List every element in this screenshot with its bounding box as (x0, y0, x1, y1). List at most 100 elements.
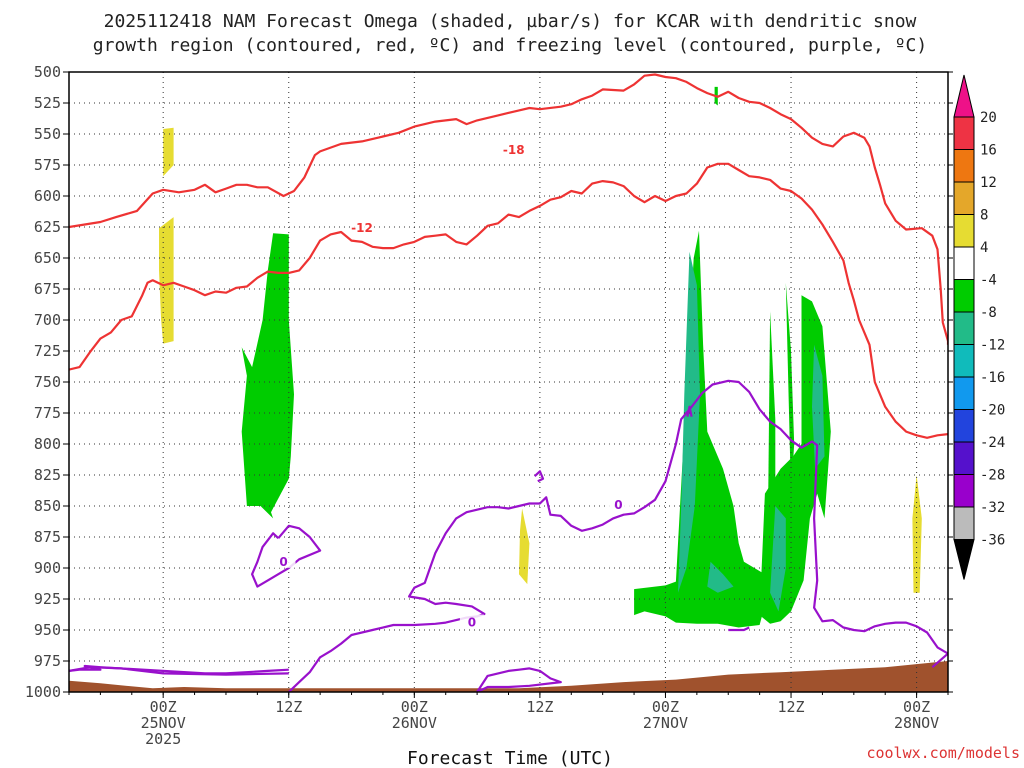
colorbar-box-2 (953, 181, 975, 215)
credit-text: coolwx.com/models (866, 744, 1020, 762)
y-tick-label-11: 775 (34, 404, 61, 422)
contour-line-7 (686, 405, 693, 417)
y-tick-label-1: 525 (34, 94, 61, 112)
colorbar-label-13: -36 (980, 533, 1005, 549)
chart-title-line1: 2025112418 NAM Forecast Omega (shaded, µ… (104, 11, 917, 32)
contour-line-8 (728, 626, 750, 632)
x-tick-label-0-1: 25NOV (141, 714, 186, 732)
colorbar-label-9: -20 (980, 403, 1005, 419)
terrain-fill (69, 661, 948, 692)
y-tick-label-7: 675 (34, 280, 61, 298)
colorbar-label-12: -32 (980, 500, 1005, 516)
omega-region-13 (912, 475, 922, 593)
colorbar-label-6: -8 (980, 305, 997, 321)
contour-label-2: 0 (614, 498, 622, 512)
x-axis-label: Forecast Time (UTC) (407, 748, 613, 768)
y-tick-label-14: 850 (34, 497, 61, 515)
x-tick-label-6-0: 00Z (903, 698, 930, 716)
y-tick-label-15: 875 (34, 528, 61, 546)
contour-label-5: 0 (468, 616, 476, 630)
colorbar-box-5 (953, 279, 975, 313)
x-tick-label-4-1: 27NOV (643, 714, 688, 732)
colorbar-label-8: -16 (980, 370, 1005, 386)
x-tick-label-2-0: 00Z (401, 698, 428, 716)
colorbar: 20 16 12 8 4 -4 -8 -12 -16 -20 -24 -28 -32 -36 (953, 74, 1005, 580)
x-tick-label-6-1: 28NOV (894, 714, 939, 732)
y-tick-label-10: 750 (34, 373, 61, 391)
contour-label-bg-1 (350, 220, 374, 235)
colorbar-box-9 (953, 409, 975, 443)
colorbar-label-11: -28 (980, 468, 1005, 484)
x-tick-label-5-0: 12Z (777, 698, 804, 716)
omega-region-0 (163, 127, 174, 177)
y-tick-label-3: 575 (34, 156, 61, 174)
omega-region-3 (519, 508, 530, 585)
colorbar-label-4: 4 (980, 240, 988, 256)
omega-region-2 (241, 233, 294, 519)
y-tick-label-16: 900 (34, 559, 61, 577)
y-tick-label-0: 500 (34, 63, 61, 81)
contour-line-3 (69, 666, 289, 676)
colorbar-label-0: 20 (980, 110, 997, 126)
omega-region-10 (707, 561, 734, 593)
contour-label-bg-0 (501, 142, 526, 157)
contour-label-bg-4 (271, 553, 296, 568)
y-tick-label-2: 550 (34, 125, 61, 143)
contour-line-1 (69, 162, 948, 439)
y-tick-label-20: 1000 (25, 683, 61, 701)
contour-line-5 (288, 379, 948, 692)
y-tick-label-17: 925 (34, 590, 61, 608)
contour-line-9 (476, 667, 562, 692)
colorbar-label-1: 16 (980, 143, 997, 159)
plot-area: -18 -12 0 0 0 500 525 550 575 600 625 650 675 700 725 7… (25, 63, 953, 748)
colorbar-bottom-arrow (953, 539, 975, 580)
x-tick-label-3-0: 12Z (526, 698, 553, 716)
x-tick-label-4-0: 00Z (652, 698, 679, 716)
y-tick-label-4: 600 (34, 187, 61, 205)
omega-region-4 (634, 230, 765, 628)
y-tick-label-6: 650 (34, 249, 61, 267)
contour-label-1: -12 (351, 221, 373, 235)
contour-line-6 (533, 470, 545, 483)
colorbar-label-10: -24 (980, 435, 1005, 451)
contour-label-0: -18 (503, 143, 525, 157)
plot-inner: -18 -12 0 0 0 (69, 72, 948, 692)
colorbar-box-10 (953, 441, 975, 475)
x-tick-label-2-1: 26NOV (392, 714, 437, 732)
omega-region-11 (770, 506, 786, 612)
omega-region-12 (812, 344, 825, 469)
chart-title-line2: growth region (contoured, red, ºC) and f… (93, 35, 927, 56)
y-tick-label-8: 700 (34, 311, 61, 329)
colorbar-box-1 (953, 149, 975, 183)
colorbar-box-11 (953, 474, 975, 508)
y-tick-label-18: 950 (34, 621, 61, 639)
y-tick-label-5: 625 (34, 218, 61, 236)
colorbar-top-arrow (953, 74, 975, 118)
y-tick-label-12: 800 (34, 435, 61, 453)
colorbar-label-7: -12 (980, 338, 1005, 354)
omega-region-6 (768, 311, 776, 519)
x-tick-label-1-0: 12Z (275, 698, 302, 716)
colorbar-label-2: 12 (980, 175, 997, 191)
omega-region-9 (678, 251, 700, 593)
colorbar-label-3: 8 (980, 208, 988, 224)
colorbar-box-6 (953, 311, 975, 345)
colorbar-box-12 (953, 506, 975, 540)
contour-label-bg-5 (459, 614, 484, 629)
colorbar-box-7 (953, 344, 975, 378)
colorbar-box-0 (953, 116, 975, 150)
contour-line-4 (251, 524, 322, 588)
y-tick-label-13: 825 (34, 466, 61, 484)
y-tick-label-19: 975 (34, 652, 61, 670)
contour-label-4: 0 (279, 555, 287, 569)
colorbar-box-4 (953, 246, 975, 280)
contour-line-0 (69, 73, 948, 345)
colorbar-box-3 (953, 214, 975, 248)
omega-region-1 (159, 217, 174, 344)
contour-label-bg-2 (606, 496, 631, 511)
x-tick-label-0-0: 00Z (150, 698, 177, 716)
y-tick-label-9: 725 (34, 342, 61, 360)
x-tick-label-0-2: 2025 (145, 730, 181, 748)
colorbar-label-5: -4 (980, 273, 997, 289)
